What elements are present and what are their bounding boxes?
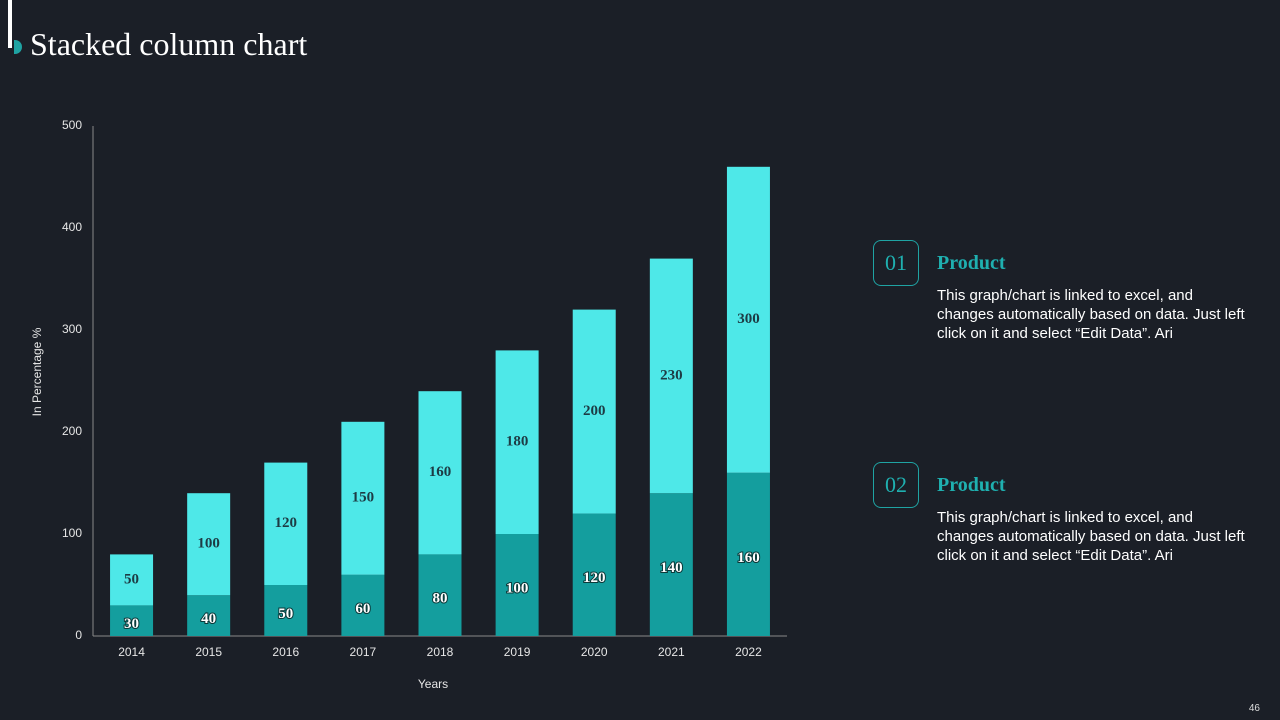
bar-segment [572,309,616,514]
x-tick-label: 2016 [272,645,299,659]
page-number: 46 [1248,703,1260,714]
bar-segment [495,350,539,534]
panel-number: 02 [873,462,919,508]
accent-bar [8,0,12,48]
y-tick-label: 400 [62,220,82,234]
y-tick-label: 0 [75,628,82,642]
data-label: 60 [355,601,370,617]
bar-segment [110,554,154,606]
bar-segment [495,534,539,636]
x-tick-label: 2021 [658,645,685,659]
bar-segment [649,493,693,636]
bar-segment [341,574,385,636]
panel-heading: Product [937,252,1006,274]
x-axis-title: Years [418,677,448,691]
accent-dot [14,40,22,54]
data-label: 200 [583,403,606,419]
bar-segment [572,513,616,636]
x-tick-label: 2015 [195,645,222,659]
bar-segment [341,421,385,575]
data-label: 80 [433,591,448,607]
data-label: 100 [197,536,220,552]
data-label: 50 [124,571,139,587]
bar-segment [187,493,231,596]
y-tick-label: 300 [62,322,82,336]
panel-text: This graph/chart is linked to excel, and… [937,509,1245,564]
y-tick-label: 100 [62,526,82,540]
data-label: 30 [124,616,139,632]
data-label: 120 [583,570,606,586]
panel-number: 01 [873,240,919,286]
y-axis-title: In Percentage % [30,327,44,416]
panel-text: This graph/chart is linked to excel, and… [937,287,1245,342]
y-tick-label: 200 [62,424,82,438]
data-label: 120 [275,515,298,531]
x-tick-label: 2014 [118,645,145,659]
bar-segment [264,462,308,585]
bar-segment [418,391,462,555]
x-tick-label: 2019 [504,645,531,659]
data-label: 100 [506,580,529,596]
bar-segment [187,595,231,636]
x-tick-label: 2022 [735,645,762,659]
data-label: 50 [278,606,293,622]
x-tick-label: 2017 [350,645,377,659]
data-label: 230 [660,367,683,383]
x-tick-label: 2020 [581,645,608,659]
data-label: 300 [737,311,760,327]
slide-title: Stacked column chart [30,26,308,62]
data-label: 40 [201,611,216,627]
chart: Years In Percentage % 0 100 200 300 400 500 20… [30,118,787,691]
bar-segment [110,605,154,636]
bar-segment [726,166,770,473]
y-tick-label: 500 [62,118,82,132]
data-label: 150 [352,490,375,506]
x-tick-label: 2018 [427,645,454,659]
data-label: 140 [660,560,683,576]
bar-segment [418,554,462,636]
data-label: 160 [737,550,760,566]
bar-segment [726,472,770,636]
bar-segment [264,585,308,636]
bar-segment [649,258,693,494]
panel-heading: Product [937,474,1006,496]
data-label: 160 [429,464,452,480]
data-label: 180 [506,434,529,450]
